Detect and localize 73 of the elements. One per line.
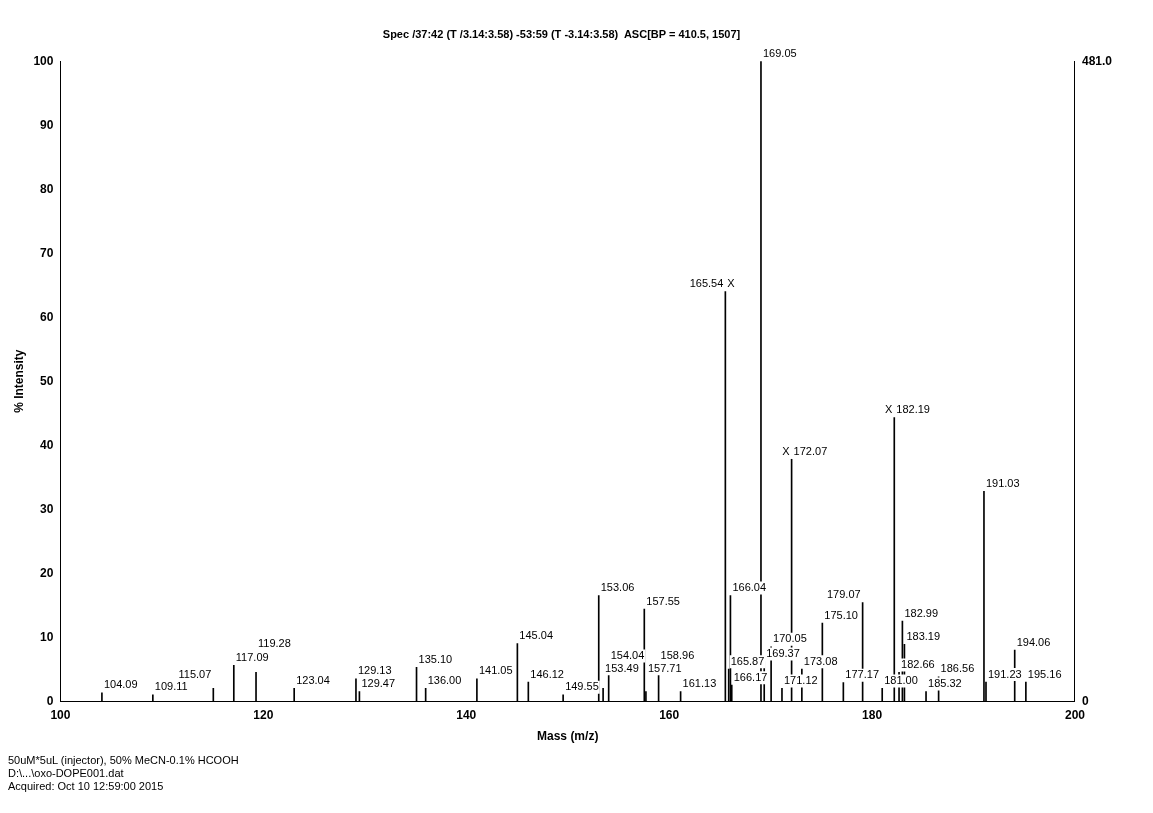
y-tick-label: 30	[40, 501, 54, 516]
annotation: X	[727, 277, 736, 290]
annotation: 104.09	[103, 678, 138, 691]
annotation: 181.00	[884, 673, 918, 686]
y-tick-label: 80	[40, 181, 54, 196]
annotation: 194.06	[1016, 635, 1051, 648]
annotation: 154.04	[610, 649, 645, 662]
y-tick-label: 100	[33, 53, 54, 68]
y-axis-title: % Intensity	[11, 349, 26, 413]
y-tick-label: 60	[40, 309, 54, 324]
annotation: 136.00	[427, 673, 462, 686]
annotation: 182.19	[896, 403, 930, 416]
annotation: 169.37	[766, 647, 800, 660]
y-tick-label: 70	[40, 245, 54, 260]
text: D:\...\oxo-DOPE001.dat	[8, 767, 125, 780]
x-tick-label: 120	[253, 707, 274, 722]
annotation: 166.17	[733, 670, 768, 683]
y-tick-label: 50	[40, 373, 54, 388]
annotation: 166.04	[732, 581, 767, 594]
annotation: 191.23	[987, 667, 1022, 680]
annotation: 149.55	[565, 680, 599, 693]
y-tick-label: 20	[40, 565, 54, 580]
text: 50uM*5uL (injector), 50% MeCN-0.1% HCOOH	[8, 754, 240, 767]
y2-tick-label: 481.0	[1081, 53, 1113, 68]
annotation: 129.47	[361, 677, 396, 690]
annotation: 182.66	[901, 657, 935, 670]
annotation: 123.04	[296, 673, 330, 686]
annotation: 115.07	[178, 667, 212, 680]
annotation: 182.99	[904, 606, 939, 619]
annotation: 171.12	[783, 673, 818, 686]
x-axis-title: Mass (m/z)	[537, 729, 599, 744]
annotation: X	[782, 444, 791, 457]
chart-title: Spec /37:42 (T /3.14:3.58) -53:59 (T -3.14:3.58) ASC[BP = 410.5, 1507]	[382, 27, 741, 40]
annotation: 157.55	[646, 594, 680, 607]
annotation: 191.03	[985, 476, 1020, 489]
annotation: 175.10	[824, 608, 858, 621]
annotation: 153.49	[605, 661, 639, 674]
y-tick-label: 40	[40, 437, 54, 452]
annotation: 183.19	[906, 629, 941, 642]
annotation: 170.05	[773, 632, 807, 645]
x-tick-label: 100	[50, 707, 71, 722]
y-tick-label: 90	[40, 117, 54, 132]
annotation: 173.08	[803, 654, 838, 667]
annotation: 179.07	[826, 588, 861, 601]
annotation: 195.16	[1027, 667, 1062, 680]
annotation: 135.10	[418, 652, 453, 665]
annotation: 165.54	[689, 277, 724, 290]
annotation: 172.07	[793, 444, 828, 457]
annotation: 119.28	[258, 636, 291, 649]
annotation: 146.12	[530, 667, 564, 680]
annotation: 158.96	[660, 649, 695, 662]
y-tick-label: 0	[46, 693, 54, 708]
annotation: 165.87	[730, 654, 765, 667]
annotation: 185.32	[928, 677, 962, 690]
y-tick-label: 10	[40, 629, 54, 644]
annotation: 141.05	[478, 664, 513, 677]
text: Acquired: Oct 10 12:59:00 2015	[8, 780, 165, 793]
annotation: 186.56	[940, 662, 975, 675]
annotation: 117.09	[235, 650, 269, 663]
y2-tick-label: 0	[1081, 693, 1089, 708]
annotation: 145.04	[519, 629, 554, 642]
annotation: 153.06	[600, 581, 635, 594]
annotation: 161.13	[682, 677, 717, 690]
annotation: 169.05	[762, 46, 797, 59]
x-tick-label: 180	[862, 707, 883, 722]
x-tick-label: 160	[659, 707, 680, 722]
annotation: 129.13	[357, 664, 392, 677]
x-tick-label: 140	[456, 707, 477, 722]
annotation: 177.17	[845, 668, 880, 681]
x-tick-label: 200	[1064, 707, 1086, 722]
annotation: X	[884, 403, 893, 416]
annotation: 109.11	[154, 680, 188, 693]
annotation: 157.71	[647, 662, 682, 675]
